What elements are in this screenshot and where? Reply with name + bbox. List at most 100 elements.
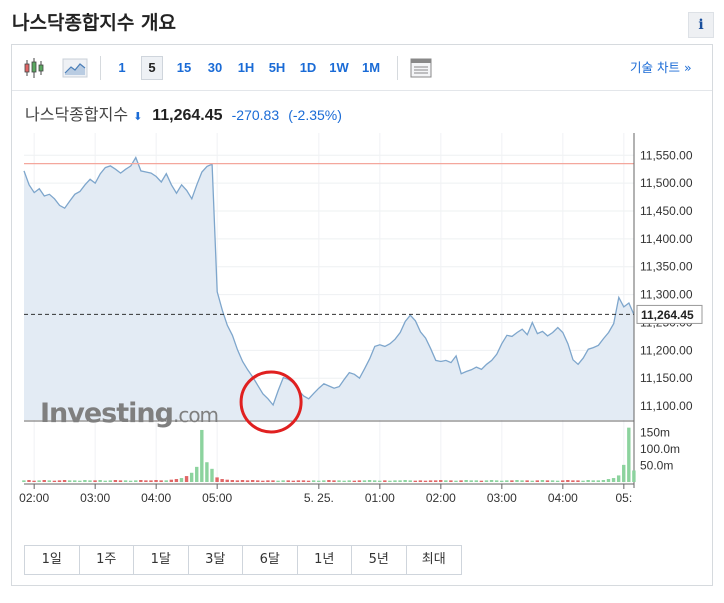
volume-bar (622, 464, 626, 482)
volume-bar (179, 478, 184, 482)
y-tick-label: 11,500.00 (640, 176, 693, 190)
volume-bar (276, 480, 280, 482)
x-tick-label: 5. 25. (304, 491, 334, 505)
range-6-months[interactable]: 6달 (243, 546, 298, 574)
interval-1w[interactable]: 1W (329, 60, 349, 75)
volume-bar (398, 480, 402, 482)
range-5-years[interactable]: 5년 (352, 546, 407, 574)
volume-bar (189, 472, 194, 482)
price-area (24, 157, 634, 420)
volume-tick-label: 50.0m (640, 459, 673, 473)
volume-bar (154, 480, 158, 482)
volume-bar (225, 479, 229, 482)
volume-bar (52, 480, 57, 482)
volume-bar (627, 427, 631, 482)
volume-bar (27, 480, 31, 482)
down-arrow-icon: ⬇ (133, 110, 143, 123)
volume-bar (67, 480, 72, 482)
volume-bar (134, 480, 138, 482)
volume-bar (149, 480, 153, 482)
volume-bar (571, 480, 575, 482)
volume-bar (113, 480, 118, 482)
current-price-label: 11,264.45 (641, 308, 694, 322)
x-tick-label: 02:00 (426, 491, 456, 505)
interval-5h[interactable]: 5H (268, 60, 286, 75)
y-tick-label: 11,350.00 (640, 260, 693, 274)
price-chart[interactable]: 11,100.0011,150.0011,200.0011,250.0011,3… (0, 0, 724, 540)
volume-bar (515, 480, 519, 482)
volume-bar (103, 480, 107, 482)
volume-bar (383, 480, 387, 482)
volume-bar (32, 480, 36, 482)
volume-bar (362, 480, 367, 482)
volume-bar (418, 480, 423, 482)
interval-5[interactable]: 5 (141, 56, 163, 80)
volume-bar (322, 480, 326, 482)
volume-bar (250, 480, 255, 482)
chart-panel: 1 5 15 30 1H 5H 1D 1W 1M 기술 차트 » 나스닥종합지수… (11, 44, 713, 586)
quote-name: 나스닥종합지수 (25, 105, 129, 124)
volume-bar (454, 480, 458, 482)
range-max[interactable]: 최대 (406, 546, 461, 574)
volume-bar (139, 480, 143, 482)
range-3-months[interactable]: 3달 (188, 546, 243, 574)
volume-bar (555, 480, 560, 482)
area-chart-icon[interactable] (62, 56, 88, 80)
volume-bar (47, 480, 52, 482)
toolbar-divider (397, 56, 398, 80)
volume-bar (611, 478, 616, 482)
range-1-year[interactable]: 1년 (297, 546, 352, 574)
interval-1h[interactable]: 1H (237, 60, 255, 75)
interval-1[interactable]: 1 (118, 60, 126, 75)
volume-bar (378, 480, 382, 482)
interval-1d[interactable]: 1D (299, 60, 317, 75)
volume-bar (174, 479, 179, 482)
range-1-day[interactable]: 1일 (25, 546, 80, 574)
volume-bar (144, 480, 148, 482)
volume-bar (581, 480, 585, 482)
range-1-week[interactable]: 1주 (79, 546, 134, 574)
x-tick-label: 03:00 (80, 491, 110, 505)
volume-bar (489, 480, 494, 482)
interval-15[interactable]: 15 (176, 60, 192, 75)
interval-1m[interactable]: 1M (361, 60, 381, 75)
toolbar-divider (100, 56, 101, 80)
range-selector: 1일 1주 1달 3달 6달 1년 5년 최대 (24, 545, 462, 575)
volume-bar (372, 480, 377, 482)
volume-bar (245, 480, 250, 482)
volume-bar (200, 429, 204, 482)
volume-bar (327, 480, 331, 482)
y-tick-label: 11,550.00 (640, 148, 693, 162)
table-icon[interactable] (409, 56, 433, 80)
range-1-month[interactable]: 1달 (134, 546, 189, 574)
x-tick-label: 03:00 (487, 491, 517, 505)
volume-bar (367, 480, 372, 482)
volume-bar (459, 480, 463, 482)
candlestick-icon[interactable] (22, 56, 46, 80)
volume-bar (469, 480, 473, 482)
volume-bar (494, 480, 499, 482)
volume-bar (561, 480, 565, 482)
volume-bar (57, 480, 62, 482)
volume-bar (566, 480, 570, 482)
volume-bar (261, 480, 265, 482)
volume-bar (296, 480, 301, 482)
volume-bar (332, 480, 336, 482)
volume-bar (479, 480, 484, 482)
info-button[interactable]: i (688, 12, 714, 38)
volume-bar (545, 480, 550, 482)
interval-30[interactable]: 30 (207, 60, 223, 75)
volume-bar (535, 480, 540, 482)
y-tick-label: 11,300.00 (640, 288, 693, 302)
volume-bar (439, 480, 443, 482)
volume-bar (220, 479, 224, 482)
y-tick-label: 11,200.00 (640, 343, 693, 357)
volume-bar (337, 480, 341, 482)
volume-bar (118, 480, 123, 482)
volume-bar (413, 480, 418, 482)
volume-bar (500, 480, 504, 482)
volume-bar (423, 480, 428, 482)
volume-bar (108, 480, 113, 482)
volume-bar (342, 480, 346, 482)
technical-chart-link[interactable]: 기술 차트 » (630, 60, 692, 75)
